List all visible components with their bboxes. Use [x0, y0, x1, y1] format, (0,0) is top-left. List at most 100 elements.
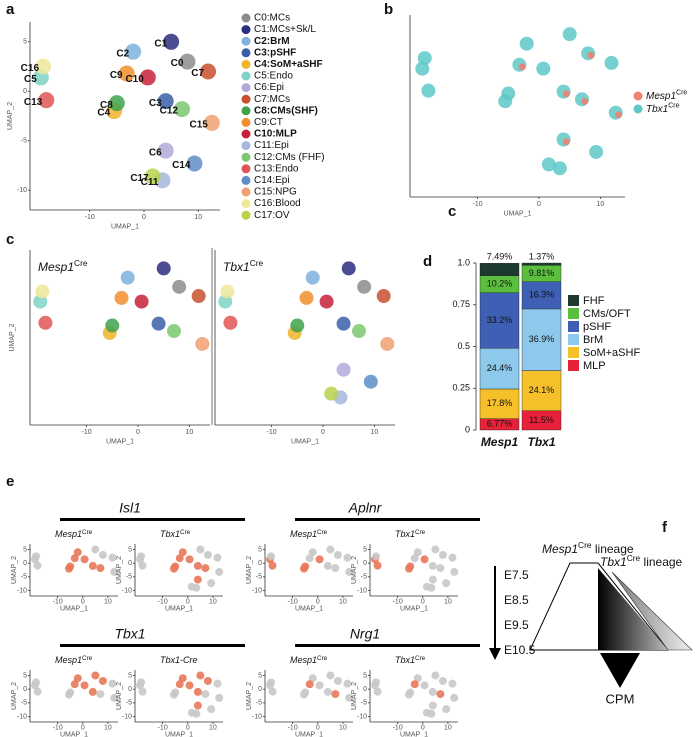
label-text: Tbx1Cre	[395, 529, 426, 540]
cluster-point	[323, 561, 332, 570]
label-name: Tbx1	[395, 529, 415, 539]
cluster-point	[73, 548, 82, 557]
legend-swatch	[241, 141, 251, 151]
y-tick-label: 5	[23, 672, 27, 679]
cluster-point	[305, 680, 314, 689]
legend-label: C7:MCs	[254, 94, 290, 105]
cluster-point	[536, 61, 551, 76]
cluster-point	[70, 680, 79, 689]
cluster-point	[203, 114, 220, 131]
legend-swatch	[241, 199, 251, 209]
y-axis-label: UMAP_2	[116, 682, 123, 710]
y-tick-label: -10	[357, 587, 367, 594]
cluster-point	[175, 554, 184, 563]
x-tick-label: -10	[393, 599, 403, 606]
x-tick-label: 0	[421, 725, 425, 732]
panel-label: e	[6, 473, 14, 490]
cluster-point	[343, 553, 352, 562]
bar-segment	[479, 263, 520, 276]
cluster-point	[151, 316, 166, 331]
x-tick-label: Tbx1	[527, 435, 555, 449]
legend-swatch	[241, 187, 251, 197]
target-label: CPM	[606, 691, 635, 706]
cluster-point	[333, 550, 342, 559]
label-name: Mesp1	[55, 655, 82, 665]
cluster-point	[410, 554, 419, 563]
legend-label: C1:MCs+Sk/L	[254, 24, 316, 35]
label-sup: Cre	[250, 258, 264, 268]
cluster-point	[519, 36, 534, 51]
cluster-point	[108, 679, 117, 688]
cluster-point	[268, 687, 277, 696]
cluster-label: C0	[171, 58, 184, 69]
label-name: Mesp1	[290, 655, 317, 665]
cluster-point	[80, 681, 89, 690]
cluster-point	[315, 681, 324, 690]
cluster-point	[336, 316, 351, 331]
x-tick-label: 10	[209, 599, 217, 606]
cluster-point	[380, 336, 395, 351]
legend-swatch	[241, 25, 251, 35]
value-label: 17.8%	[487, 398, 513, 408]
cluster-point	[38, 315, 53, 330]
legend-swatch	[568, 347, 579, 358]
cluster-point	[428, 687, 437, 696]
cluster-label: C5	[24, 74, 37, 85]
cluster-label: C4	[97, 108, 110, 119]
cluster-point	[562, 138, 570, 146]
x-axis-label: UMAP_1	[106, 439, 134, 446]
legend-label: C14:Epi	[254, 175, 290, 186]
value-label: 36.9%	[529, 334, 555, 344]
cluster-point	[98, 676, 107, 685]
cluster-point	[345, 567, 354, 576]
cluster-point	[203, 550, 212, 559]
legend-swatch	[241, 59, 251, 69]
cluster-point	[315, 555, 324, 564]
cluster-point	[138, 687, 147, 696]
x-axis-label: UMAP_1	[503, 211, 531, 218]
x-tick-label: 0	[81, 725, 85, 732]
cluster-point	[33, 561, 42, 570]
y-tick-label: -5	[361, 574, 367, 581]
label-sup: Cre	[317, 655, 328, 662]
gene-title: Isl1	[119, 500, 141, 516]
x-tick-label: 0	[136, 429, 140, 436]
cluster-label: C2	[116, 48, 129, 59]
panel-label: a	[6, 1, 15, 18]
x-tick-label: -10	[53, 725, 63, 732]
y-tick-label: -5	[256, 700, 262, 707]
cluster-point	[299, 290, 314, 305]
cluster-point	[552, 161, 567, 176]
y-tick-label: 0	[23, 88, 27, 95]
y-tick-label: 5	[258, 672, 262, 679]
label-name: Tbx1	[600, 555, 627, 569]
legend-swatch	[241, 36, 251, 46]
cluster-point	[336, 362, 351, 377]
y-tick-label: 5	[23, 39, 27, 46]
cluster-point	[422, 582, 431, 591]
label-text: Tbx1-Cre	[160, 655, 198, 665]
cluster-point	[70, 554, 79, 563]
y-axis-label: UMAP_2	[11, 556, 18, 584]
cluster-point	[137, 552, 146, 561]
cluster-point	[376, 289, 391, 304]
y-tick-label: 5	[23, 546, 27, 553]
y-tick-label: 0.75	[452, 299, 470, 309]
cluster-point	[66, 688, 75, 697]
legend-swatch	[241, 175, 251, 185]
x-tick-label: 10	[444, 725, 452, 732]
y-tick-label: 0	[128, 686, 132, 693]
cluster-point	[193, 687, 202, 696]
cluster-point	[98, 550, 107, 559]
cluster-point	[134, 294, 149, 309]
cluster-point	[144, 168, 161, 185]
legend-label: C15:NPG	[254, 187, 297, 198]
x-tick-label: -10	[53, 599, 63, 606]
legend-label: C10:MLP	[254, 129, 297, 140]
label-name: Tbx1	[223, 260, 250, 274]
cluster-point	[341, 261, 356, 276]
y-tick-label: 0	[23, 560, 27, 567]
cluster-point	[193, 575, 202, 584]
x-tick-label: 0	[316, 725, 320, 732]
x-tick-label: 10	[444, 599, 452, 606]
